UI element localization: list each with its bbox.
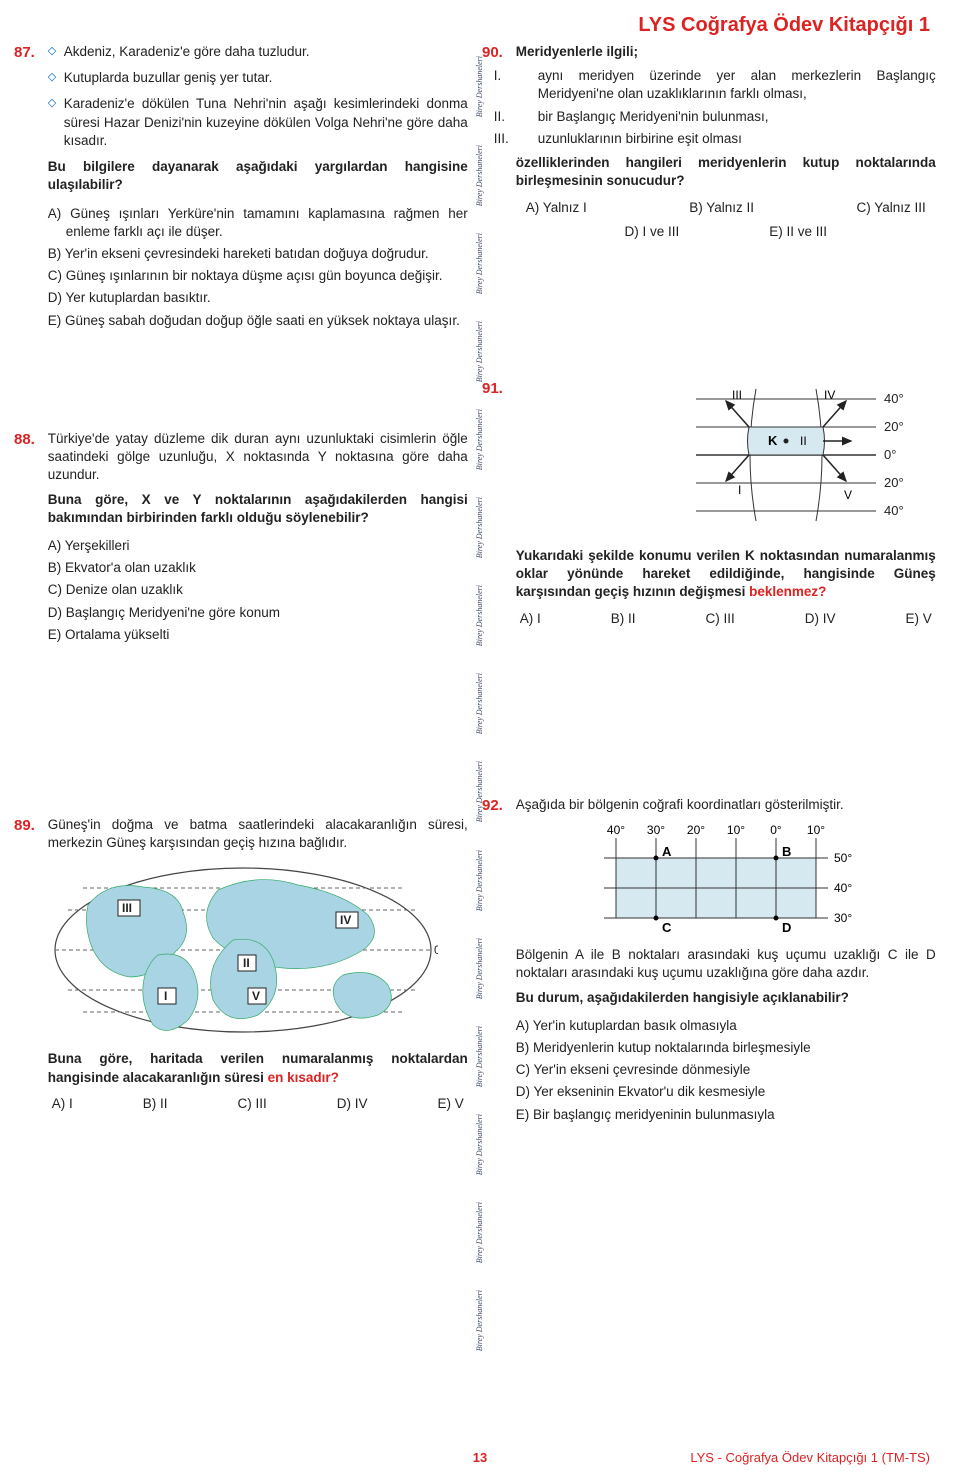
q88-stem: Türkiye'de yatay düzleme dik duran aynı … — [48, 430, 468, 485]
q91-opt-c: C) III — [706, 610, 735, 628]
svg-text:20°: 20° — [884, 419, 904, 434]
q88-opt-d: D) Başlangıç Meridyeni'ne göre konum — [48, 604, 468, 622]
q89-world-map: 0° III I II V IV — [48, 860, 438, 1040]
svg-text:II: II — [243, 956, 250, 970]
q92-opt-b: B) Meridyenlerin kutup noktalarında birl… — [516, 1039, 936, 1057]
q89-opt-e: E) V — [438, 1095, 464, 1113]
q90-title: Meridyenlerle ilgili; — [516, 43, 936, 61]
svg-text:A: A — [662, 844, 672, 859]
q89-opt-b: B) II — [143, 1095, 168, 1113]
svg-text:40°: 40° — [834, 881, 852, 895]
q91-opt-b: B) II — [611, 610, 636, 628]
q90-stmt-3: III.uzunluklarının birbirine eşit olması — [516, 130, 936, 148]
svg-text:III: III — [732, 388, 742, 402]
q87-opt-b: B) Yer'in ekseni çevresindeki hareketi b… — [48, 245, 468, 263]
q89-opt-d: D) IV — [337, 1095, 368, 1113]
svg-text:10°: 10° — [727, 823, 745, 837]
q90-opt-c: C) Yalnız III — [856, 199, 925, 217]
q88-opt-a: A) Yerşekilleri — [48, 537, 468, 555]
q90-stmt-2: II.bir Başlangıç Meridyeni'nin bulunması… — [516, 108, 936, 126]
q87-bullet-3: Karadeniz'e dökülen Tuna Nehri'nin aşağı… — [48, 95, 468, 150]
q90-number: 90. — [482, 43, 512, 63]
svg-text:C: C — [662, 920, 672, 935]
svg-text:40°: 40° — [884, 503, 904, 518]
question-92: 92. Aşağıda bir bölgenin coğrafi koordin… — [482, 796, 938, 1128]
svg-text:40°: 40° — [884, 391, 904, 406]
q89-stem: Güneş'in doğma ve batma saatlerindeki al… — [48, 816, 468, 852]
q92-stem: Aşağıda bir bölgenin coğrafi koordinatla… — [516, 796, 936, 814]
q92-grid: 40° 30° 20° 10° 0° 10° 50° 40° — [576, 820, 876, 940]
question-91: 91. — [482, 379, 938, 628]
svg-text:V: V — [844, 488, 852, 502]
svg-text:K: K — [768, 433, 778, 448]
question-87: 87. Akdeniz, Karadeniz'e göre daha tuzlu… — [14, 43, 470, 334]
page-number: 13 — [473, 1449, 487, 1467]
svg-text:50°: 50° — [834, 851, 852, 865]
svg-text:0°: 0° — [884, 447, 896, 462]
q92-opt-a: A) Yer'in kutuplardan basık olmasıyla — [516, 1017, 936, 1035]
q88-opt-c: C) Denize olan uzaklık — [48, 581, 468, 599]
q87-opt-e: E) Güneş sabah doğudan doğup öğle saati … — [48, 312, 468, 330]
q87-opt-a: A) Güneş ışınları Yerküre'nin tamamını k… — [48, 205, 468, 241]
q91-opt-d: D) IV — [805, 610, 836, 628]
q92-prompt: Bu durum, aşağıdakilerden hangisiyle açı… — [516, 989, 936, 1007]
q90-stmt-1: I.aynı meridyen üzerinde yer alan merkez… — [516, 67, 936, 103]
q87-number: 87. — [14, 43, 44, 63]
q88-number: 88. — [14, 430, 44, 450]
svg-text:V: V — [252, 989, 260, 1003]
svg-text:B: B — [782, 844, 791, 859]
q91-number: 91. — [482, 379, 512, 399]
page-title: LYS Coğrafya Ödev Kitapçığı 1 — [0, 0, 960, 43]
q92-para: Bölgenin A ile B noktaları arasındaki ku… — [516, 946, 936, 982]
q89-opt-a: A) I — [52, 1095, 73, 1113]
q90-prompt: özelliklerinden hangileri meridyenlerin … — [516, 154, 936, 190]
q88-opt-b: B) Ekvator'a olan uzaklık — [48, 559, 468, 577]
svg-text:II: II — [800, 434, 807, 448]
q91-prompt: Yukarıdaki şekilde konumu verilen K nokt… — [516, 547, 936, 602]
q89-opt-c: C) III — [238, 1095, 267, 1113]
q90-opt-d: D) I ve III — [625, 223, 680, 241]
q90-opt-e: E) II ve III — [769, 223, 827, 241]
svg-text:III: III — [122, 901, 132, 915]
q91-diagram: K III IV II I V — [556, 379, 936, 539]
q87-opt-c: C) Güneş ışınlarının bir noktaya düşme a… — [48, 267, 468, 285]
svg-text:10°: 10° — [807, 823, 825, 837]
q88-prompt: Buna göre, X ve Y noktalarının aşağıdaki… — [48, 491, 468, 527]
q89-number: 89. — [14, 816, 44, 836]
svg-text:IV: IV — [340, 913, 351, 927]
q87-opt-d: D) Yer kutuplardan basıktır. — [48, 289, 468, 307]
svg-text:20°: 20° — [884, 475, 904, 490]
q90-opt-b: B) Yalnız II — [689, 199, 754, 217]
svg-text:20°: 20° — [687, 823, 705, 837]
svg-text:30°: 30° — [647, 823, 665, 837]
left-column: 87. Akdeniz, Karadeniz'e göre daha tuzlu… — [14, 43, 470, 1166]
q90-opt-a: A) Yalnız I — [526, 199, 587, 217]
question-89: 89. Güneş'in doğma ve batma saatlerindek… — [14, 816, 470, 1113]
question-90: 90. Meridyenlerle ilgili; I.aynı meridye… — [482, 43, 938, 241]
svg-text:I: I — [164, 989, 167, 1003]
page: LYS Coğrafya Ödev Kitapçığı 1 87. Akdeni… — [0, 0, 960, 1475]
svg-text:I: I — [738, 483, 741, 497]
footer-right: LYS - Coğrafya Ödev Kitapçığı 1 (TM-TS) — [690, 1449, 930, 1467]
svg-text:0°: 0° — [770, 823, 782, 837]
svg-text:30°: 30° — [834, 911, 852, 925]
q91-opt-a: A) I — [520, 610, 541, 628]
svg-text:40°: 40° — [607, 823, 625, 837]
q91-opt-e: E) V — [906, 610, 932, 628]
right-column: 90. Meridyenlerle ilgili; I.aynı meridye… — [482, 43, 938, 1166]
question-88: 88. Türkiye'de yatay düzleme dik duran a… — [14, 430, 470, 648]
q92-opt-d: D) Yer ekseninin Ekvator'u dik kesmesiyl… — [516, 1083, 936, 1101]
q92-opt-e: E) Bir başlangıç meridyeninin bulunmasıy… — [516, 1106, 936, 1124]
svg-text:0°: 0° — [434, 943, 438, 957]
q88-opt-e: E) Ortalama yükselti — [48, 626, 468, 644]
q92-number: 92. — [482, 796, 512, 816]
q87-bullet-1: Akdeniz, Karadeniz'e göre daha tuzludur. — [48, 43, 468, 61]
q89-prompt: Buna göre, haritada verilen numaralanmış… — [48, 1050, 468, 1086]
q92-opt-c: C) Yer'in ekseni çevresinde dönmesiyle — [516, 1061, 936, 1079]
svg-text:D: D — [782, 920, 791, 935]
q87-prompt: Bu bilgilere dayanarak aşağıdaki yargıla… — [48, 158, 468, 194]
q87-bullet-2: Kutuplarda buzullar geniş yer tutar. — [48, 69, 468, 87]
svg-text:IV: IV — [824, 388, 835, 402]
